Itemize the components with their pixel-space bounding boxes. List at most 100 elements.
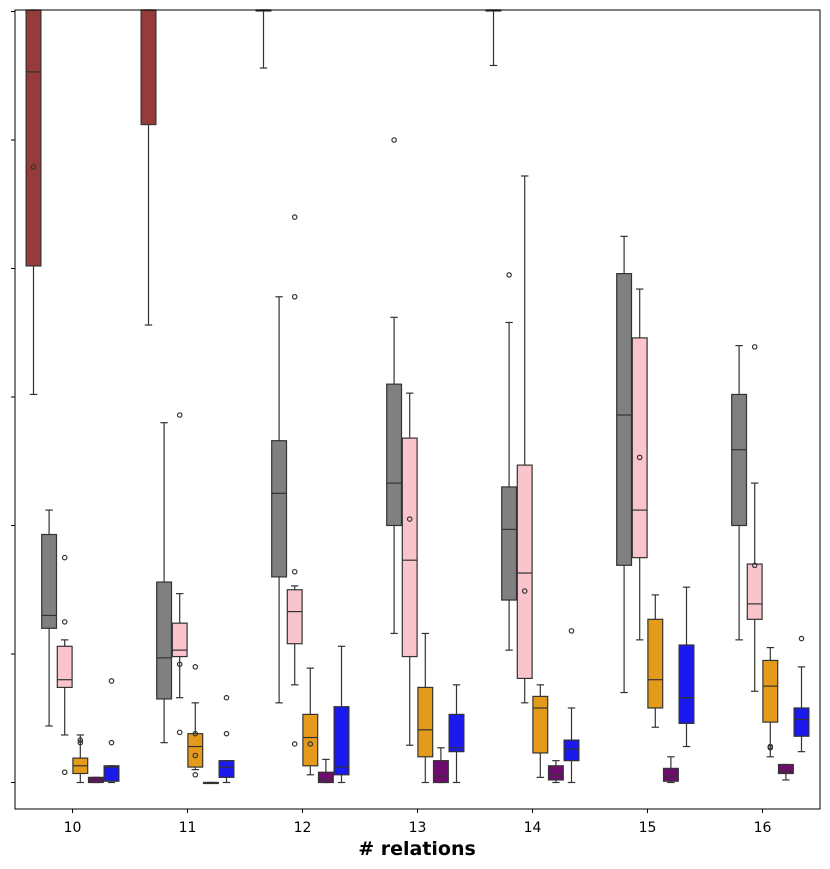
box-11-series-2 — [156, 422, 173, 744]
iqr-box — [25, 9, 42, 267]
outlier-point — [291, 293, 298, 300]
box-15-series-2 — [616, 235, 633, 694]
iqr-box — [103, 765, 120, 782]
x-tick-label-10: 10 — [64, 820, 82, 836]
box-16-series-5 — [777, 763, 794, 781]
iqr-box — [286, 589, 303, 645]
box-10-series-2 — [41, 509, 58, 727]
iqr-box — [731, 393, 748, 527]
box-15-series-3 — [631, 288, 648, 641]
outlier-point — [108, 739, 115, 746]
box-14-series-2 — [501, 272, 518, 651]
outlier-point — [176, 729, 183, 736]
box-10-series-4 — [72, 734, 89, 784]
iqr-box — [317, 771, 334, 784]
iqr-box — [271, 440, 288, 578]
iqr-box — [156, 581, 173, 700]
outlier-point — [192, 664, 199, 670]
outlier-point — [307, 741, 314, 747]
box-15-series-5 — [662, 756, 679, 784]
box-11-series-6 — [218, 694, 235, 784]
box-16-series-2 — [731, 345, 748, 641]
iqr-box — [647, 618, 664, 709]
outlier-point — [636, 454, 643, 461]
box-12-series-5 — [317, 758, 334, 784]
outlier-point — [406, 516, 413, 522]
box-13-series-5 — [432, 747, 449, 784]
x-axis-title: # relations — [358, 838, 476, 860]
iqr-box — [793, 707, 810, 737]
outlier-point — [521, 588, 528, 594]
x-tick-label-14: 14 — [524, 820, 542, 836]
iqr-box — [631, 337, 648, 559]
outlier-point — [108, 678, 115, 684]
box-14-series-4 — [532, 684, 549, 778]
outlier-point — [192, 771, 199, 778]
box-10-series-5 — [87, 776, 104, 784]
x-tick-label-16: 16 — [754, 820, 772, 836]
iqr-box — [171, 622, 188, 658]
outlier-point — [77, 737, 84, 743]
box-11-series-3 — [171, 412, 188, 736]
outlier-point — [61, 554, 68, 561]
outlier-point — [61, 619, 68, 625]
iqr-box — [547, 765, 564, 781]
iqr-box — [41, 533, 58, 629]
box-13-series-2 — [386, 137, 403, 635]
box-10-series-6 — [103, 678, 120, 784]
outlier-point — [192, 730, 199, 737]
outlier-point — [176, 661, 183, 668]
box-10-series-3 — [56, 554, 73, 776]
iqr-box — [140, 9, 157, 126]
x-tick-label-12: 12 — [294, 820, 312, 836]
iqr-box — [417, 686, 434, 758]
outlier-point — [751, 562, 758, 569]
outlier-point — [291, 214, 298, 220]
box-12-series-3 — [286, 214, 303, 747]
iqr-box — [302, 713, 319, 767]
iqr-box — [777, 763, 794, 775]
iqr-box — [448, 713, 465, 753]
axis-layer: 10 11 12 13 14 15 16 — [11, 11, 772, 836]
x-tick-label-15: 15 — [639, 820, 657, 836]
x-tick-label-13: 13 — [409, 820, 427, 836]
iqr-box — [746, 563, 763, 620]
box-11-series-4 — [187, 664, 204, 778]
outlier-point — [291, 741, 298, 747]
outlier-point — [192, 752, 199, 759]
iqr-box — [616, 273, 633, 566]
iqr-box — [432, 760, 449, 784]
outlier-point — [568, 628, 575, 634]
box-13-series-4 — [417, 632, 434, 784]
iqr-box — [333, 706, 350, 776]
iqr-box — [501, 486, 518, 601]
iqr-box — [516, 464, 533, 680]
outlier-point — [176, 412, 183, 418]
iqr-box — [218, 760, 235, 778]
outlier-point — [223, 694, 230, 701]
iqr-box — [187, 733, 204, 768]
outlier-point — [506, 272, 512, 278]
iqr-box — [401, 437, 418, 658]
box-11-series-5 — [202, 781, 219, 785]
x-tick-label-11: 11 — [179, 820, 197, 836]
box-15-series-6 — [678, 586, 695, 748]
outlier-point — [751, 344, 758, 350]
outlier-point — [223, 730, 230, 737]
box-16-series-4 — [762, 646, 779, 758]
outlier-point — [798, 635, 805, 642]
box-14-series-5 — [547, 760, 564, 784]
box-16-series-6 — [793, 635, 810, 753]
box-12-series-6 — [333, 645, 350, 784]
outlier-point — [291, 568, 298, 575]
iqr-box — [662, 767, 679, 782]
outlier-point — [767, 745, 774, 751]
iqr-box — [532, 695, 549, 754]
box-13-series-3 — [401, 392, 418, 746]
iqr-box — [386, 383, 403, 527]
box-14-series-3 — [516, 175, 533, 704]
iqr-box — [762, 659, 779, 723]
outlier-point — [61, 769, 68, 776]
